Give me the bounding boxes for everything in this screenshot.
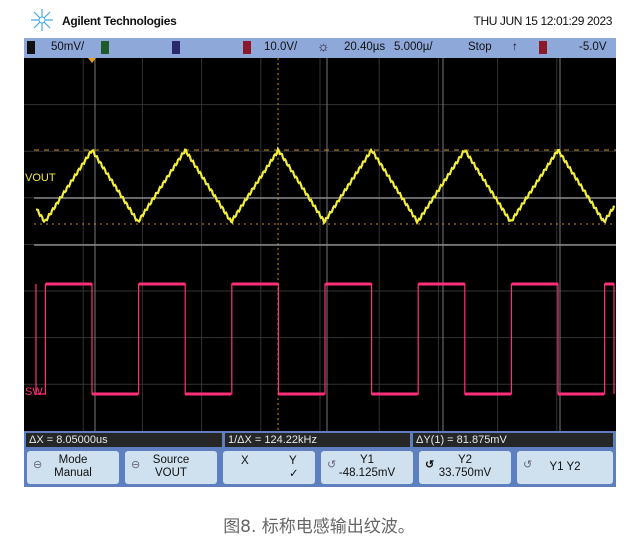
xy-softkey[interactable]: X Y ✓ bbox=[223, 451, 315, 484]
figure-caption: 图8. 标称电感输出纹波。 bbox=[223, 517, 415, 537]
brand-name: Agilent Technologies bbox=[62, 14, 177, 28]
y1-value: -48.125mV bbox=[338, 467, 396, 479]
ch1-scale[interactable]: 50mV/ bbox=[51, 41, 85, 53]
channel-3-indicator[interactable] bbox=[172, 41, 180, 54]
mode-title: Mode bbox=[58, 454, 88, 466]
y1-y2-softkey[interactable]: ↺ Y1 Y2 bbox=[517, 451, 613, 484]
delta-y-readout: ΔY(1) = 81.875mV bbox=[413, 433, 613, 447]
knob-icon: ⊖ bbox=[33, 459, 43, 471]
trigger-position-marker bbox=[88, 58, 96, 63]
time-position[interactable]: 20.40µs bbox=[344, 41, 386, 53]
inverse-delta-x-readout: 1/ΔX = 124.22kHz bbox=[225, 433, 410, 447]
y1-y2-label: Y1 Y2 bbox=[549, 461, 581, 473]
checkmark-icon: ✓ bbox=[289, 468, 299, 480]
channel-4-indicator[interactable] bbox=[243, 41, 251, 54]
status-bar: 50mV/ 10.0V/ ☼ 20.40µs 5.000µ/ Stop ↑ -5… bbox=[24, 38, 616, 58]
mode-softkey[interactable]: ⊖ Mode Manual bbox=[27, 451, 119, 484]
scope-header: Agilent Technologies THU JUN 15 12:01:29… bbox=[24, 0, 616, 38]
ch4-label: SW bbox=[25, 386, 43, 398]
y2-title: Y2 bbox=[457, 454, 473, 466]
knob-icon: ↺ bbox=[327, 459, 337, 471]
knob-icon: ↺ bbox=[523, 459, 533, 471]
vout-trace bbox=[35, 146, 616, 225]
softkey-bar: ⊖ Mode Manual ⊖ Source VOUT X Y ✓ ↺ Y1 -… bbox=[24, 449, 616, 487]
trigger-channel-indicator bbox=[539, 41, 547, 54]
agilent-logo-icon bbox=[31, 9, 53, 31]
trigger-position-icon: ☼ bbox=[317, 38, 330, 54]
ch1-label: VOUT bbox=[25, 172, 56, 184]
y2-value: 33.750mV bbox=[438, 467, 492, 479]
y1-softkey[interactable]: ↺ Y1 -48.125mV bbox=[321, 451, 413, 484]
knob-icon: ⊖ bbox=[131, 459, 141, 471]
source-value: VOUT bbox=[155, 467, 187, 479]
source-softkey[interactable]: ⊖ Source VOUT bbox=[125, 451, 217, 484]
datetime: THU JUN 15 12:01:29 2023 bbox=[473, 14, 613, 28]
y-label: Y bbox=[289, 455, 297, 467]
run-state[interactable]: Stop bbox=[468, 41, 492, 53]
channel-2-indicator[interactable] bbox=[101, 41, 109, 54]
trigger-edge-icon: ↑ bbox=[512, 41, 518, 53]
y1-title: Y1 bbox=[359, 454, 375, 466]
y2-softkey[interactable]: ↺ Y2 33.750mV bbox=[419, 451, 511, 484]
ch4-scale[interactable]: 10.0V/ bbox=[264, 41, 298, 53]
delta-x-readout: ΔX = 8.05000us bbox=[26, 433, 222, 447]
knob-active-icon: ↺ bbox=[425, 459, 435, 471]
trigger-level[interactable]: -5.0V bbox=[579, 41, 607, 53]
x-label: X bbox=[241, 455, 249, 467]
time-scale[interactable]: 5.000µ/ bbox=[394, 41, 433, 53]
source-title: Source bbox=[152, 454, 190, 466]
mode-value: Manual bbox=[54, 467, 92, 479]
sw-trace-edges bbox=[35, 283, 615, 395]
waveform-display[interactable]: VOUT SW bbox=[24, 58, 616, 431]
measurement-bar: ΔX = 8.05000us 1/ΔX = 124.22kHz ΔY(1) = … bbox=[24, 431, 616, 449]
channel-1-indicator[interactable] bbox=[27, 41, 35, 54]
waveform-plot bbox=[24, 58, 616, 431]
